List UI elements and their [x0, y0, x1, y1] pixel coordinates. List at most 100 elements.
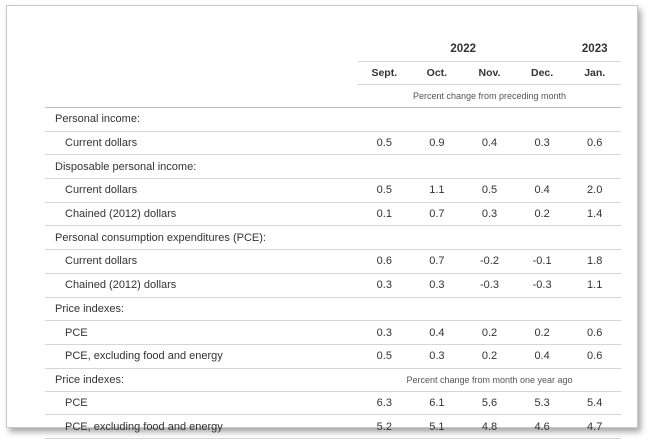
cell-value: 5.2	[358, 414, 411, 439]
note-row-monthly: Percent change from preceding month	[45, 84, 621, 108]
cell-value	[410, 225, 464, 251]
month-header: Dec.	[515, 61, 569, 85]
cell-value	[358, 297, 411, 322]
table-row: PCE 0.3 0.4 0.2 0.2 0.6	[45, 320, 621, 345]
cell-value: 0.5	[358, 178, 411, 203]
table-row: Chained (2012) dollars 0.3 0.3 -0.3 -0.3…	[45, 273, 621, 298]
cell-value: 0.3	[358, 320, 411, 345]
row-label: PCE	[45, 320, 358, 345]
month-header-empty	[45, 62, 358, 85]
row-label: PCE, excluding food and energy	[45, 344, 358, 369]
row-label: Chained (2012) dollars	[45, 273, 358, 298]
cell-value	[410, 297, 464, 322]
table-row: PCE 6.3 6.1 5.6 5.3 5.4	[45, 391, 621, 416]
row-label: Current dollars	[45, 249, 358, 274]
cell-value	[463, 297, 516, 322]
cell-value: 0.2	[463, 344, 516, 369]
table-row: PCE, excluding food and energy 5.2 5.1 4…	[45, 414, 621, 439]
cell-value	[463, 107, 516, 132]
table-row: Current dollars 0.5 1.1 0.5 0.4 2.0	[45, 178, 621, 203]
row-label: Disposable personal income:	[45, 154, 358, 180]
cell-value: 0.4	[515, 178, 569, 203]
cell-value: 5.4	[568, 391, 621, 416]
cell-value: 1.1	[410, 178, 464, 203]
cell-value: 6.3	[358, 391, 411, 416]
year-header-empty	[45, 24, 358, 62]
cell-value: 4.6	[515, 414, 569, 439]
cell-value	[463, 225, 516, 251]
cell-value	[515, 297, 569, 322]
month-header: Oct.	[410, 61, 464, 85]
cell-value: 0.4	[463, 131, 516, 156]
cell-value	[515, 107, 569, 132]
cell-value	[358, 107, 411, 132]
cell-value: -0.1	[515, 249, 569, 274]
cell-value: -0.3	[463, 273, 516, 298]
table-row: Current dollars 0.6 0.7 -0.2 -0.1 1.8	[45, 249, 621, 274]
table-row: Chained (2012) dollars 0.1 0.7 0.3 0.2 1…	[45, 202, 621, 227]
cell-value: 0.6	[568, 344, 621, 369]
cell-value: 4.7	[568, 414, 621, 439]
cell-value: 6.1	[410, 391, 464, 416]
cell-value: 0.6	[568, 320, 621, 345]
cell-value	[515, 225, 569, 251]
month-header: Sept.	[358, 61, 411, 85]
cell-value	[410, 107, 464, 132]
cell-value: 2.0	[568, 178, 621, 203]
cell-value: 0.3	[515, 131, 569, 156]
row-label: PCE	[45, 391, 358, 416]
cell-value: -0.2	[463, 249, 516, 274]
table-frame: 2022 2023 Sept. Oct. Nov. Dec. Jan. Perc…	[6, 5, 638, 439]
month-header: Jan.	[568, 61, 621, 85]
cell-value: 0.5	[358, 131, 411, 156]
cell-value: 1.4	[568, 202, 621, 227]
note-row-yearly: Price indexes: Percent change from month…	[45, 368, 621, 392]
row-label: Current dollars	[45, 131, 358, 156]
cell-value: 5.3	[515, 391, 569, 416]
cell-value: 0.1	[358, 202, 411, 227]
table-row: Personal income:	[45, 107, 621, 132]
cell-value	[568, 225, 621, 251]
cell-value: 0.2	[515, 202, 569, 227]
row-label: Personal consumption expenditures (PCE):	[45, 225, 358, 251]
cell-value: 0.3	[358, 273, 411, 298]
cell-value: 0.3	[410, 273, 464, 298]
cell-value	[568, 297, 621, 322]
cell-value: 0.6	[568, 131, 621, 156]
cell-value	[358, 154, 411, 180]
cell-value: 0.2	[463, 320, 516, 345]
month-header-row: Sept. Oct. Nov. Dec. Jan.	[45, 61, 621, 85]
row-label: Price indexes:	[45, 297, 358, 322]
cell-value: 5.1	[410, 414, 464, 439]
cell-value: 0.2	[515, 320, 569, 345]
cell-value: 0.5	[358, 344, 411, 369]
cell-value: -0.3	[515, 273, 569, 298]
cell-value: 4.8	[463, 414, 516, 439]
row-label: Personal income:	[45, 107, 358, 132]
table-row: PCE, excluding food and energy 0.5 0.3 0…	[45, 344, 621, 369]
cell-value: 0.5	[463, 178, 516, 203]
note-monthly: Percent change from preceding month	[358, 84, 621, 108]
cell-value	[568, 154, 621, 180]
cell-value	[515, 154, 569, 180]
table-row: Disposable personal income:	[45, 154, 621, 180]
year-2022-header: 2022	[358, 24, 569, 62]
cell-value: 0.4	[410, 320, 464, 345]
table-row: Price indexes:	[45, 297, 621, 322]
cell-value: 0.6	[358, 249, 411, 274]
year-header-row: 2022 2023	[45, 24, 621, 62]
cell-value	[358, 225, 411, 251]
table-row: Personal consumption expenditures (PCE):	[45, 225, 621, 251]
table-row: Current dollars 0.5 0.9 0.4 0.3 0.6	[45, 131, 621, 156]
year-2023-header: 2023	[568, 24, 621, 62]
cell-value: 0.9	[410, 131, 464, 156]
cell-value: 1.1	[568, 273, 621, 298]
cell-value: 0.7	[410, 202, 464, 227]
cell-value	[463, 154, 516, 180]
cell-value	[568, 107, 621, 132]
cell-value	[410, 154, 464, 180]
row-label: Current dollars	[45, 178, 358, 203]
cell-value: 5.6	[463, 391, 516, 416]
note-row-empty	[45, 84, 358, 108]
row-label: Chained (2012) dollars	[45, 202, 358, 227]
